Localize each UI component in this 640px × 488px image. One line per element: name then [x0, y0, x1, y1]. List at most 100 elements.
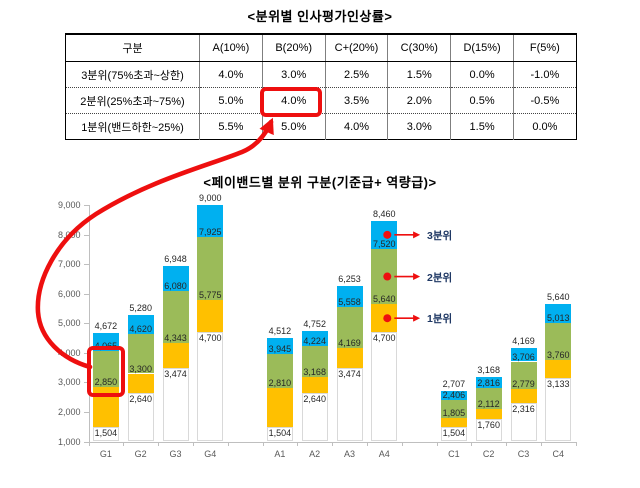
bar-A1-label-upper: 4,512 [268, 325, 292, 336]
cell-q3-d: 0.0% [450, 61, 514, 88]
bar-G3-segment-q1 [162, 342, 189, 369]
x-tick [540, 441, 542, 446]
bar-A1-label-q2: 3,945 [268, 344, 292, 355]
cell-q1-cplus: 4.0% [324, 113, 388, 140]
bar-C1-label-q2: 2,406 [442, 389, 466, 400]
bar-C4-label-upper: 5,640 [547, 292, 570, 303]
bar-C4-base [545, 378, 572, 442]
table-title: <분위별 인사평가인상률> [247, 9, 393, 24]
quartile-annotation-label-1: 1분위 [427, 313, 453, 326]
bar-A4-label-upper: 8,460 [373, 208, 396, 219]
bar-G3-label-lower: 3,474 [164, 369, 187, 380]
bar-C2-label-upper: 3,168 [477, 365, 500, 376]
x-axis-category-label: G2 [134, 448, 147, 459]
x-axis-category-label: A2 [309, 448, 321, 459]
header-grade-c-plus: C+(20%) [324, 34, 388, 62]
x-axis-category-label: A1 [274, 448, 286, 459]
bar-A2-base [301, 393, 328, 442]
bar-A3-base [336, 368, 363, 442]
bar-C3-label-lower: 2,316 [512, 403, 535, 414]
bar-C3-segment-q1 [510, 388, 537, 403]
bar-C2-segment-q3 [475, 377, 502, 388]
bar-A2-label-lower: 2,640 [303, 394, 326, 405]
bar-C1-segment-q2 [440, 399, 467, 418]
bar-A3-label-q2: 5,558 [338, 296, 361, 307]
bar-A1-base [266, 426, 293, 442]
x-tick [297, 441, 299, 446]
bar-A2-segment-q1 [301, 377, 328, 393]
bar-A3-label-lower: 3,474 [338, 369, 361, 380]
cell-q1-f: 0.0% [512, 113, 577, 140]
bar-A3-segment-q2 [336, 306, 363, 348]
bar-A2-segment-q3 [301, 330, 328, 347]
bar-G3-base [162, 368, 189, 442]
x-tick [506, 441, 508, 446]
y-tick [84, 205, 89, 206]
cell-q3-f: -1.0% [512, 61, 577, 88]
x-axis-category-label: A4 [378, 448, 390, 459]
bar-A1-label-lower: 1,504 [268, 427, 292, 438]
quartile-annotation-label-3: 3분위 [427, 229, 453, 242]
y-tick [84, 382, 89, 384]
bar-C1-label-q1: 1,805 [442, 407, 466, 418]
cell-q3-a: 4.0% [199, 61, 263, 88]
bar-G2-segment-q1 [127, 373, 154, 393]
y-tick [84, 411, 89, 413]
bar-A2-label-q2: 4,224 [303, 336, 326, 347]
y-tick [84, 441, 89, 443]
bar-C4-label-q1: 3,760 [547, 349, 570, 360]
bar-G4-label-q2: 7,925 [199, 226, 222, 237]
x-tick [158, 441, 160, 446]
y-axis-tick-label: 4,000 [57, 347, 81, 358]
bar-C4-label-lower: 3,133 [547, 379, 570, 390]
y-axis-tick-label: 9,000 [57, 200, 81, 210]
cell-q3-cplus: 2.5% [324, 61, 388, 88]
y-axis-tick-label: 7,000 [57, 259, 81, 270]
y-tick [84, 293, 89, 295]
table-header-row: 구분 A(10%) B(20%) C+(20%) C(30%) D(15%) F… [65, 34, 577, 62]
header-grade-a: A(10%) [199, 34, 263, 62]
cell-q2-cplus: 3.5% [324, 87, 388, 114]
row-label-q3: 3분위(75%초과~상한) [81, 69, 184, 82]
header-grade-b: B(20%) [261, 34, 326, 62]
bar-G1-base [92, 426, 119, 442]
bar-G4-segment-q1 [197, 300, 224, 333]
quartile-annotation-label-2: 2분위 [427, 271, 453, 284]
bar-C4-segment-q3 [545, 304, 572, 323]
y-axis-tick-label: 6,000 [57, 288, 81, 299]
y-tick [84, 264, 89, 266]
bar-C2-label-q2: 2,816 [477, 377, 500, 388]
cell-q3-b: 3.0% [261, 61, 326, 88]
cell-q1-d: 1.5% [450, 113, 514, 140]
bar-C1-segment-q3 [440, 391, 467, 400]
bar-C2-segment-q2 [475, 387, 502, 409]
bar-G2-label-lower: 2,640 [129, 394, 152, 405]
x-tick [262, 441, 264, 446]
x-axis-category-label: G1 [99, 448, 112, 459]
bar-C3-base [510, 402, 537, 442]
bar-A3-label-upper: 6,253 [338, 274, 361, 285]
bar-C3-segment-q2 [510, 361, 537, 389]
bar-C1-base [440, 426, 467, 442]
bar-A4-base [371, 332, 398, 442]
x-tick [88, 441, 90, 446]
y-axis-tick-label: 5,000 [57, 318, 81, 329]
header-grade-f: F(5%) [512, 34, 577, 62]
x-axis-category-label: A3 [343, 448, 355, 459]
y-tick [84, 234, 89, 236]
header-grade-c: C(30%) [387, 34, 451, 62]
bar-A2-label-upper: 4,752 [303, 318, 326, 329]
header-gubun: 구분 [65, 34, 200, 62]
x-tick [401, 441, 403, 446]
bar-A4-label-q1: 5,640 [373, 294, 396, 305]
x-tick [436, 441, 438, 446]
bar-G4-label-upper: 9,000 [199, 193, 222, 203]
x-tick [471, 441, 473, 446]
bar-G1-label-lower: 1,504 [94, 427, 118, 438]
bar-G4-label-q1: 5,775 [199, 290, 222, 301]
y-axis-tick-label: 2,000 [57, 406, 81, 417]
y-axis-tick-label: 3,000 [57, 377, 81, 388]
bar-C3-segment-q3 [510, 347, 537, 362]
bar-A1-segment-q1 [266, 387, 293, 427]
